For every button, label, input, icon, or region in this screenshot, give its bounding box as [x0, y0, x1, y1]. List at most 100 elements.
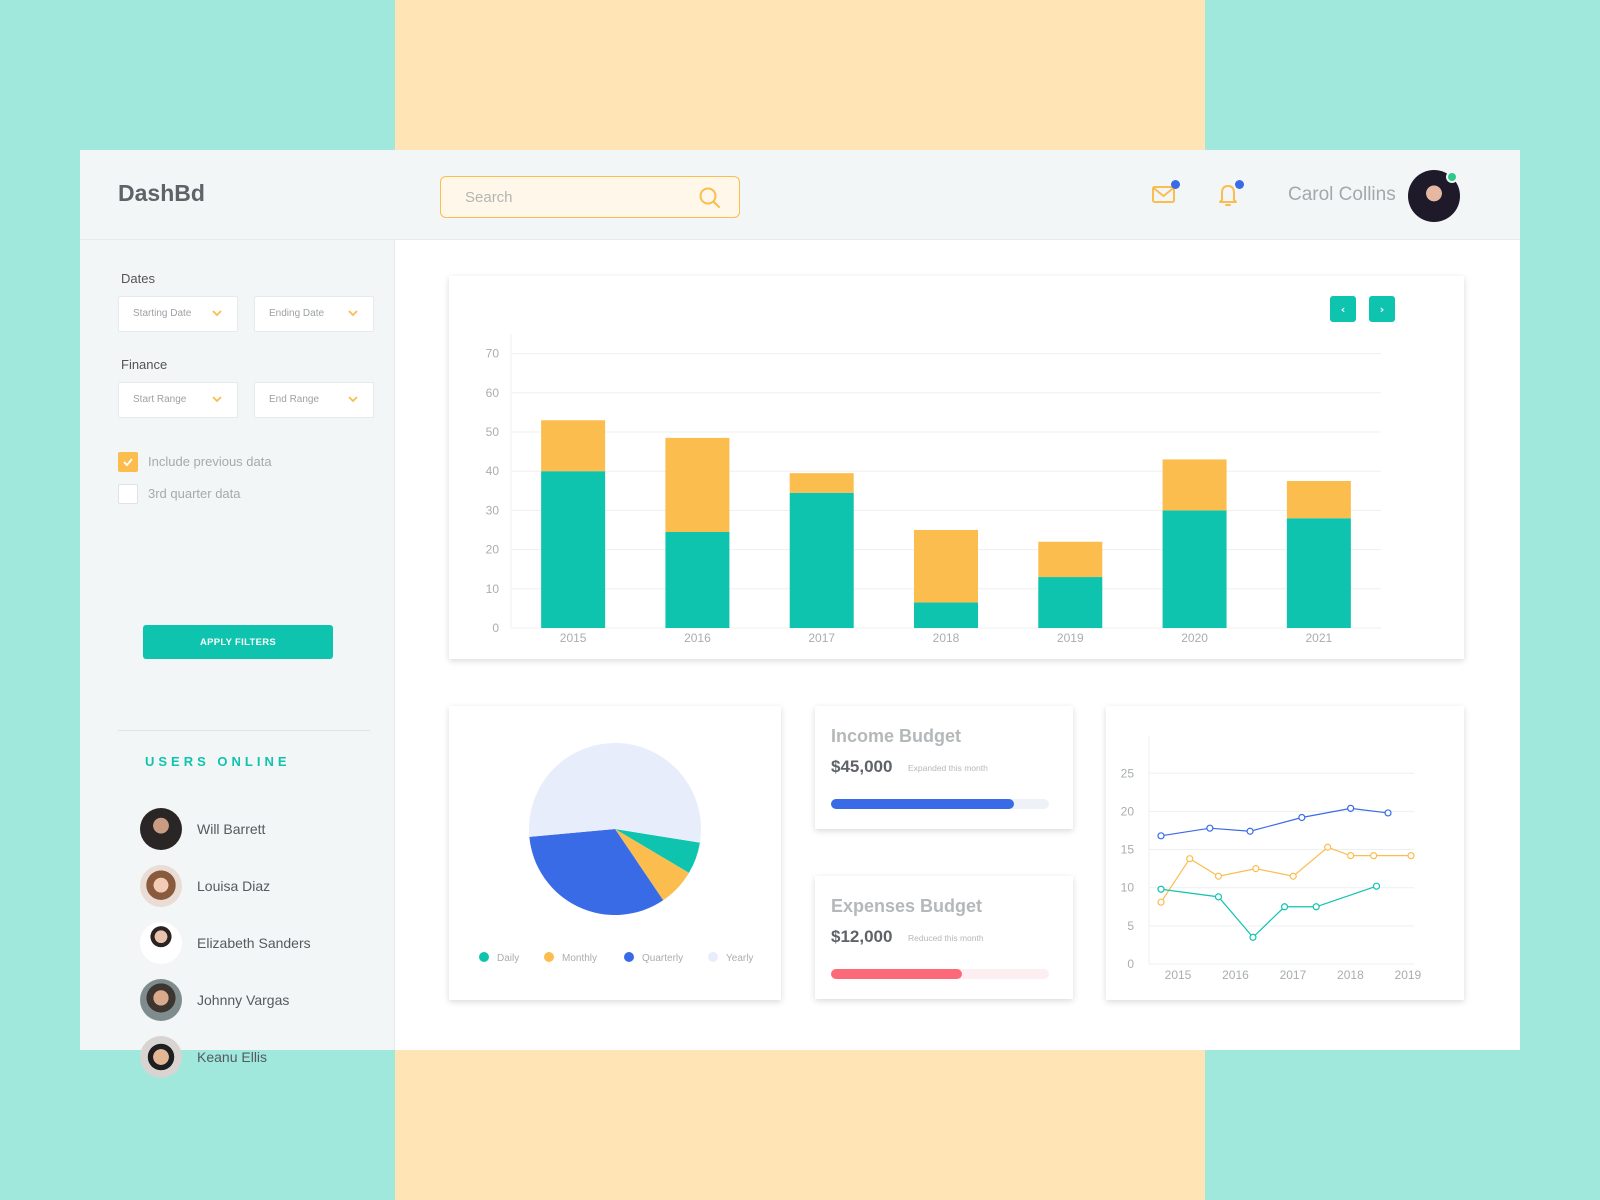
expenses-progress-track — [831, 969, 1049, 979]
search-icon[interactable] — [699, 187, 721, 209]
users-online-title: USERS ONLINE — [145, 754, 291, 769]
y-tick-label: 20 — [486, 543, 500, 557]
bar-segment-lower — [1038, 577, 1103, 628]
x-tick-label: 2021 — [1306, 631, 1333, 645]
legend-item-quarterly: Quarterly — [624, 952, 683, 964]
bell-notification-dot — [1235, 180, 1244, 189]
pie-slice-monthly — [615, 829, 689, 901]
dashboard-window: DashBd Carol Collins — [80, 150, 1520, 1078]
bar-segment-lower — [789, 492, 854, 628]
user-list-item[interactable]: Elizabeth Sanders — [140, 922, 380, 966]
chevron-down-icon — [212, 310, 222, 317]
data-point — [1312, 903, 1320, 911]
avatar — [140, 922, 182, 964]
starting-date-select[interactable]: Starting Date — [118, 296, 238, 332]
x-tick-label: 2015 — [1165, 968, 1192, 982]
bar-segment-lower — [1162, 510, 1227, 628]
data-point — [1246, 827, 1254, 835]
x-tick-label: 2016 — [684, 631, 711, 645]
bar-chart-card: ‹ › 0 10 20 30 40 50 60 70 2015 2016 2017 2018 2019 2… — [449, 276, 1464, 659]
avatar — [140, 1036, 182, 1078]
expenses-budget-title: Expenses Budget — [831, 896, 983, 916]
x-tick-label: 2018 — [1337, 968, 1364, 982]
avatar — [140, 979, 182, 1021]
include-previous-data-label[interactable]: Include previous data — [148, 454, 272, 469]
include-previous-data-checkbox[interactable] — [118, 452, 138, 472]
end-range-select[interactable]: End Range — [254, 382, 374, 418]
user-avatar[interactable] — [1408, 170, 1460, 222]
dates-label: Dates — [121, 271, 155, 286]
legend-swatch — [479, 952, 489, 962]
starting-date-value: Starting Date — [133, 308, 192, 319]
bar-segment-lower — [541, 471, 606, 628]
legend-label: Monthly — [562, 953, 598, 964]
y-tick-label: 0 — [492, 621, 499, 635]
user-list-item[interactable]: Johnny Vargas — [140, 979, 380, 1023]
pie-chart-card: Daily Monthly Quarterly Yearly — [449, 706, 781, 1000]
apply-filters-button[interactable]: APPLY FILTERS — [143, 625, 333, 659]
legend-item-monthly: Monthly — [544, 952, 597, 964]
bar-segment-upper — [789, 473, 854, 493]
y-tick-label: 0 — [1127, 957, 1134, 971]
legend-label: Quarterly — [642, 953, 684, 964]
start-range-select[interactable]: Start Range — [118, 382, 238, 418]
x-tick-label: 2017 — [1280, 968, 1307, 982]
pie-slice-yearly — [529, 742, 701, 843]
data-point — [1407, 852, 1415, 860]
user-name-label: Keanu Ellis — [197, 1049, 268, 1065]
expenses-budget-card: Expenses Budget $12,000 Reduced this mon… — [815, 876, 1073, 999]
notifications-button[interactable] — [1214, 180, 1244, 210]
avatar — [140, 808, 182, 850]
checkmark-icon — [123, 458, 133, 467]
data-point — [1252, 865, 1260, 873]
data-point — [1372, 882, 1381, 890]
legend-label: Yearly — [726, 953, 754, 964]
data-point — [1347, 804, 1355, 812]
chart-prev-button[interactable]: ‹ — [1330, 296, 1356, 322]
sidebar-divider — [118, 730, 370, 731]
search-input[interactable] — [465, 186, 695, 208]
bar-segment-upper — [541, 420, 606, 472]
legend-swatch — [624, 952, 634, 962]
x-tick-label: 2020 — [1181, 631, 1208, 645]
data-point — [1280, 903, 1289, 911]
user-list-item[interactable]: Louisa Diaz — [140, 865, 380, 909]
expenses-progress-fill — [831, 969, 962, 979]
ending-date-select[interactable]: Ending Date — [254, 296, 374, 332]
bar-segment-upper — [1162, 459, 1227, 511]
filter-sidebar: Dates Starting Date Ending Date Finance … — [80, 240, 395, 1078]
third-quarter-data-label[interactable]: 3rd quarter data — [148, 486, 241, 501]
user-list-item[interactable]: Keanu Ellis — [140, 1036, 380, 1080]
legend-item-yearly: Yearly — [708, 952, 753, 964]
finance-label: Finance — [121, 357, 168, 372]
bell-icon — [1219, 185, 1237, 206]
data-point — [1370, 852, 1378, 860]
bar-segment-lower — [1286, 518, 1351, 628]
top-header: DashBd Carol Collins — [80, 150, 1520, 240]
legend-swatch — [544, 952, 554, 962]
legend-label: Daily — [497, 953, 520, 964]
y-tick-label: 5 — [1127, 919, 1134, 933]
third-quarter-data-checkbox[interactable] — [118, 484, 138, 504]
search-box[interactable] — [440, 176, 740, 218]
income-budget-amount: $45,000 — [831, 757, 893, 776]
start-range-value: Start Range — [133, 394, 187, 405]
pie-slice-quarterly — [529, 829, 664, 915]
legend-item-daily: Daily — [479, 952, 519, 964]
data-point — [1324, 843, 1332, 851]
user-name[interactable]: Carol Collins — [1288, 184, 1396, 205]
data-point — [1347, 852, 1355, 860]
chart-next-button[interactable]: › — [1369, 296, 1395, 322]
chevron-down-icon — [212, 396, 222, 403]
user-name-label: Elizabeth Sanders — [197, 935, 311, 951]
data-point — [1384, 809, 1392, 817]
y-tick-label: 25 — [1121, 766, 1135, 780]
mail-button[interactable] — [1150, 180, 1180, 210]
user-list-item[interactable]: Will Barrett — [140, 808, 380, 852]
y-tick-label: 70 — [486, 347, 500, 361]
y-tick-label: 15 — [1121, 843, 1135, 857]
y-tick-label: 20 — [1121, 804, 1135, 818]
x-tick-label: 2016 — [1222, 968, 1249, 982]
x-tick-label: 2017 — [808, 631, 835, 645]
mail-icon — [1152, 186, 1175, 203]
